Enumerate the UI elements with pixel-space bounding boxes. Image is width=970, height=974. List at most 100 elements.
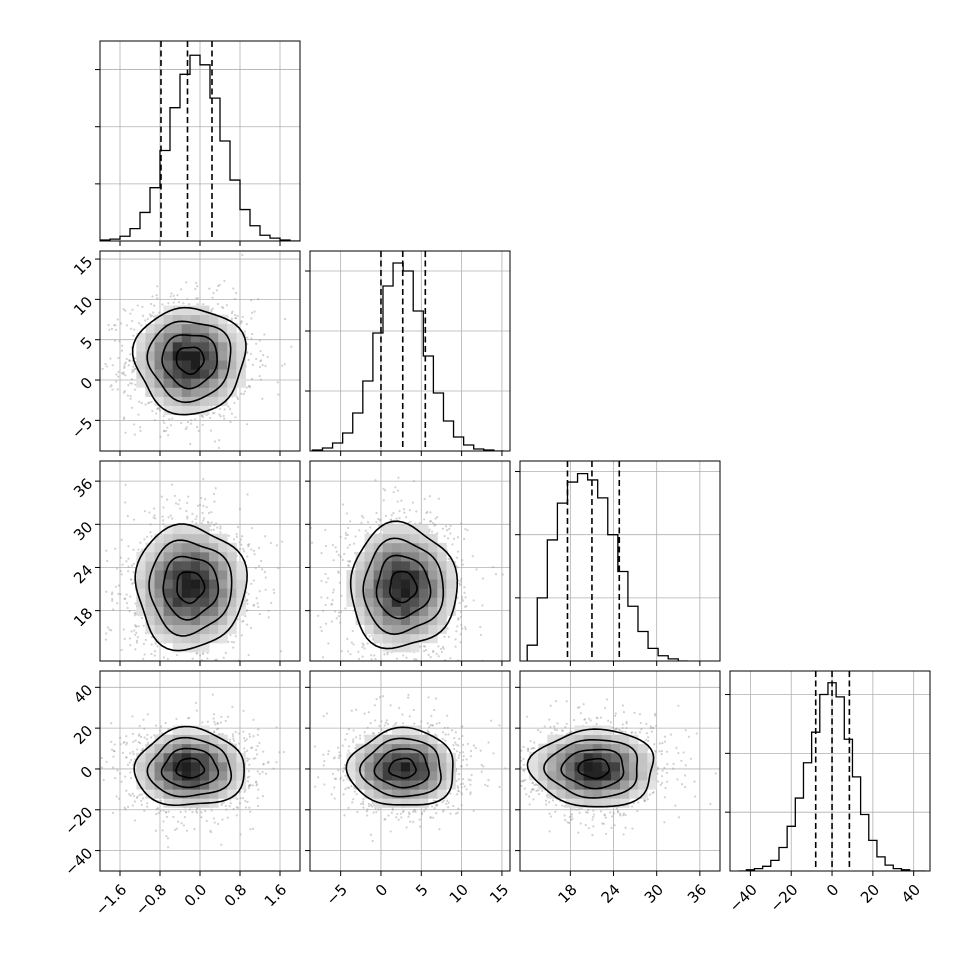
density-cell [227,360,237,370]
density-cell [145,597,155,607]
scatter-point [408,509,412,512]
density-cell [181,360,192,370]
scatter-point [533,783,536,787]
scatter-point [536,789,539,792]
density-cell [391,633,402,644]
density-cell [209,780,219,790]
density-cell [209,561,219,571]
scatter-point [684,764,687,767]
density-cell [620,743,630,754]
density-cell [410,597,420,607]
scatter-point [211,412,215,415]
scatter-point [385,719,388,722]
scatter-point [184,428,187,431]
scatter-point [325,622,328,625]
scatter-point [367,711,370,714]
density-cell [163,551,174,562]
scatter-point [216,526,219,529]
contour-line [359,737,442,798]
scatter-point [672,762,675,765]
density-cell [419,524,429,535]
scatter-point [150,400,153,404]
scatter-point [167,727,170,731]
density-cell [373,752,384,763]
density-cell [218,387,228,397]
scatter-point [622,833,625,836]
scatter-point [614,712,617,715]
scatter-point [663,796,666,799]
scatter-point [211,693,214,696]
panel-3-1 [305,671,510,876]
scatter-point [223,279,226,282]
scatter-point [114,547,117,550]
scatter-point [327,753,330,756]
scatter-point [196,504,200,507]
density-cell [154,789,165,799]
scatter-point [197,429,200,432]
scatter-point [236,806,240,809]
scatter-point [324,603,327,607]
y-tick-label: −40 [61,844,96,879]
scatter-point [347,565,350,568]
density-cell [391,524,402,535]
scatter-point [429,816,432,819]
scatter-point [117,356,120,360]
scatter-point [649,725,653,728]
scatter-point [264,535,267,538]
scatter-point [145,738,149,741]
scatter-point [129,777,133,780]
scatter-point [571,817,574,820]
density-cell [391,615,402,626]
scatter-point [342,779,345,782]
scatter-point [127,364,130,367]
scatter-point [327,642,330,645]
scatter-point [123,806,126,809]
density-cell [236,369,246,379]
scatter-point [140,803,143,806]
scatter-point [460,623,463,627]
scatter-point [242,547,245,551]
scatter-point [240,392,243,395]
scatter-point [263,570,266,574]
scatter-point [150,314,154,317]
density-cell [145,752,155,763]
density-cell [190,524,201,535]
density-cell [163,798,174,808]
scatter-point [119,743,122,746]
scatter-point [202,303,205,306]
scatter-point [256,797,259,800]
scatter-point [604,832,608,835]
density-cell [181,332,192,343]
scatter-point [352,542,356,545]
scatter-point [234,317,238,320]
scatter-point [362,802,365,806]
scatter-point [242,730,245,733]
density-cell [391,725,402,736]
scatter-point [370,805,374,808]
scatter-point [419,725,422,728]
scatter-point [252,549,255,552]
scatter-point [111,597,114,601]
scatter-point [251,526,254,530]
scatter-point [252,718,255,721]
density-cell [145,332,155,343]
density-cell [163,533,174,544]
density-cell [538,752,548,763]
density-cell [419,798,429,808]
density-cell [556,771,566,781]
density-cell [154,341,165,352]
scatter-point [258,339,261,342]
scatter-point [363,731,366,734]
scatter-point [368,526,372,529]
scatter-point [346,786,349,789]
scatter-point [246,609,249,612]
density-cell [410,789,420,799]
scatter-point [256,602,259,605]
density-cell [181,351,192,361]
density-cell [346,761,356,772]
scatter-point [194,701,198,704]
density-cell [592,752,603,763]
scatter-point [549,815,553,818]
scatter-point [120,349,123,352]
scatter-point [333,786,336,789]
